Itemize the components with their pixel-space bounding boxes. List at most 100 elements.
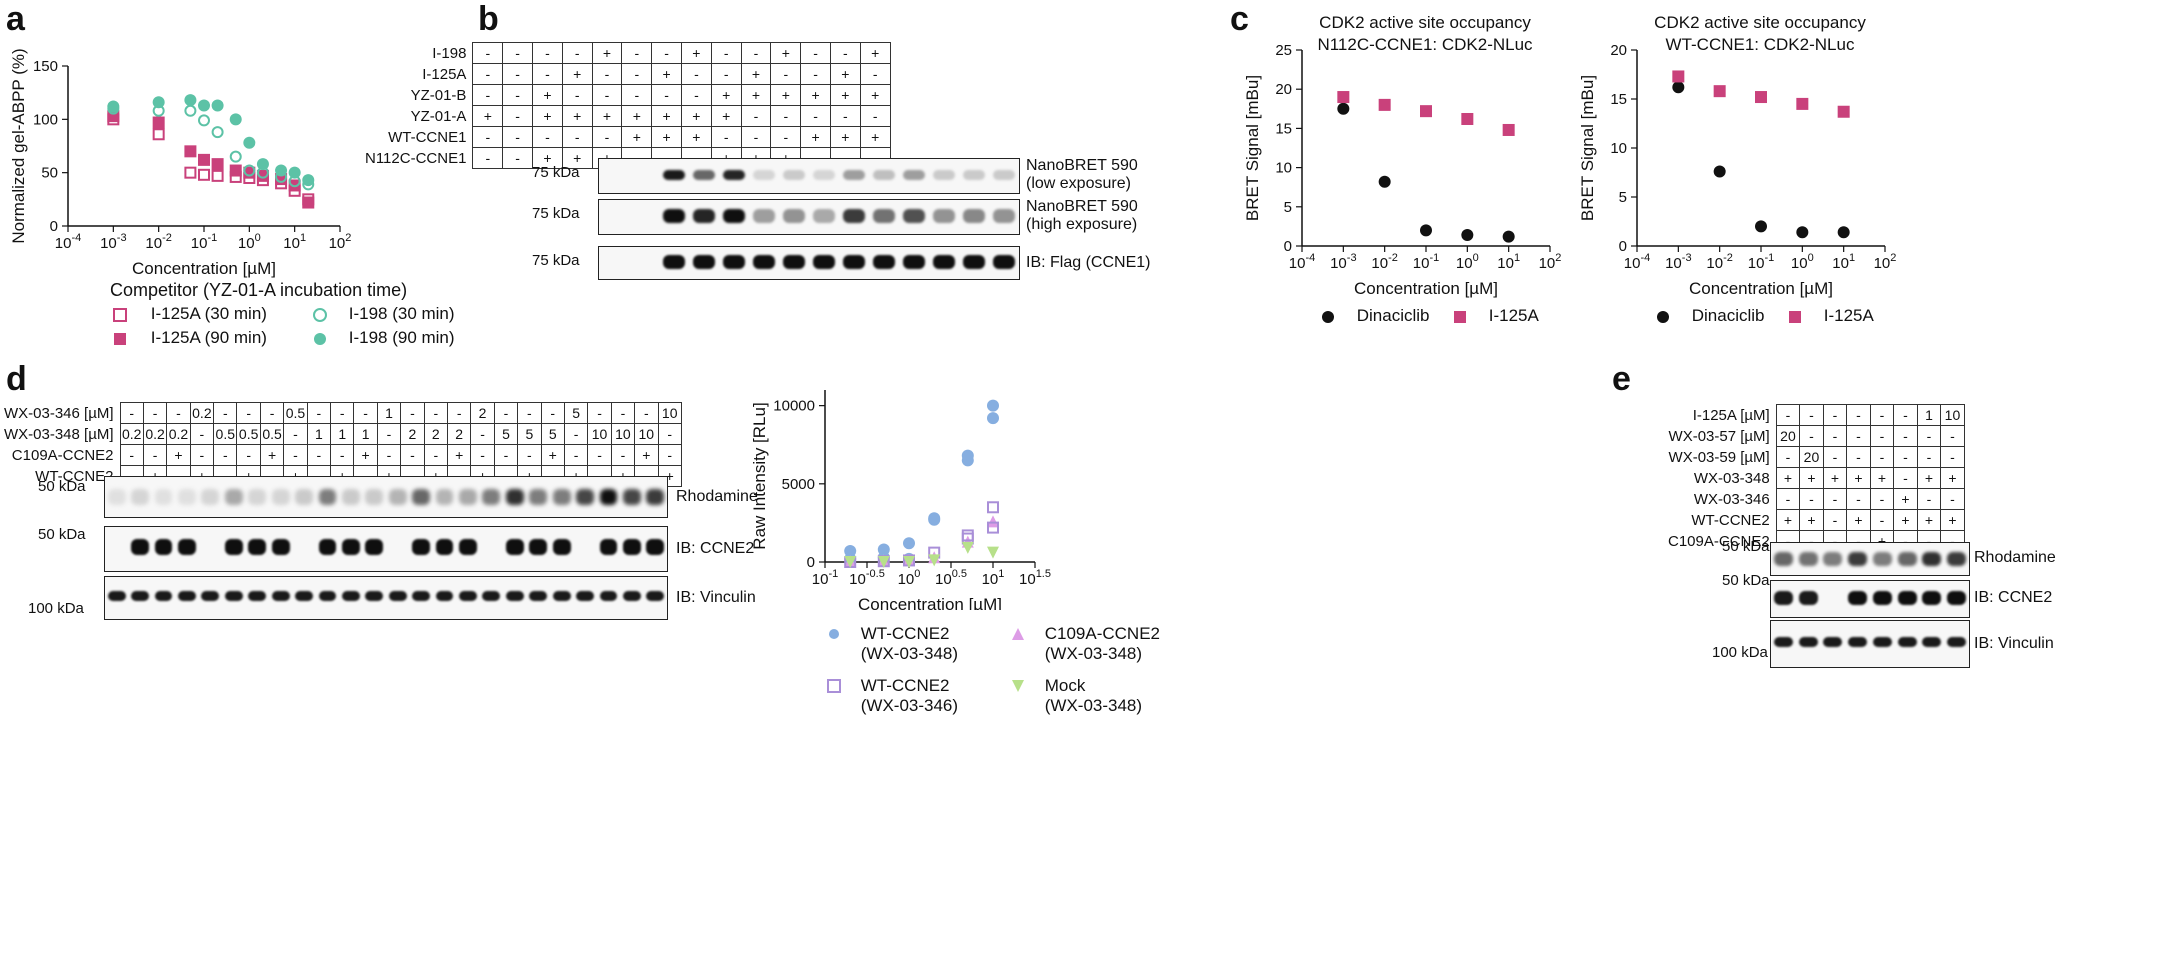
table-cell: -: [502, 147, 534, 169]
legend-label: I-125A: [1488, 306, 1539, 325]
blot-band: [782, 209, 806, 223]
data-point: [256, 158, 269, 171]
table-row: WX-03-59 [µM] -20- - - - - -: [1668, 446, 1965, 468]
table-cell: -: [493, 444, 519, 466]
blot-band: [1773, 591, 1793, 605]
legend-marker: [1012, 680, 1024, 692]
panel-d-chart: 10-1 10-0.5 100 100.5 101 101.5 0 5000 10000 Conc…: [750, 390, 1051, 610]
row-label: C109A-CCNE2: [1668, 532, 1770, 550]
blot-band: [154, 489, 173, 505]
blot-band: [692, 255, 716, 269]
data-point: [1420, 105, 1432, 118]
table-cell: +: [859, 42, 891, 64]
blot-band: [318, 489, 337, 505]
legend-marker: [827, 679, 841, 693]
table-cell: -: [1893, 425, 1918, 447]
table-cell: 2: [423, 423, 448, 445]
blot-band: [1922, 591, 1942, 605]
data-point: [256, 169, 269, 182]
panel-b-blot-2-label: NanoBRET 590 (high exposure): [1026, 198, 1138, 233]
blot-band: [812, 255, 836, 269]
table-cell: 2: [400, 423, 425, 445]
panel-e-blot-ccne2: [1770, 580, 1970, 618]
blot-band: [224, 591, 243, 601]
data-point: [211, 169, 224, 182]
table-cell: +: [800, 84, 831, 106]
table-cell: +: [859, 126, 891, 148]
x-tick-label: 100: [898, 568, 921, 588]
table-cell: -: [651, 42, 682, 64]
x-axis-label: Concentration [µM]: [858, 595, 1002, 610]
data-point: [302, 196, 315, 209]
y-tick-label: 5000: [782, 476, 815, 493]
blot-band: [872, 170, 896, 180]
table-cell: -: [189, 423, 215, 445]
data-point: [198, 153, 210, 166]
legend-label: Dinaciclib: [1356, 306, 1430, 325]
table-cell: -: [306, 444, 332, 466]
blot-band: [1947, 591, 1967, 605]
legend-marker: [313, 307, 327, 322]
table-cell: +: [591, 105, 623, 127]
table-row: I-125A [µM] - - - - - -1 10: [1668, 404, 1965, 426]
panel-d-legend-1: WT-CCNE2 (WX-03-348): [826, 624, 958, 664]
table-row: YZ-01-A + - + + + + + + + - - - - -: [365, 105, 891, 127]
blot-band: [201, 489, 220, 505]
table-cell: -: [376, 444, 402, 466]
table-cell: -: [400, 444, 425, 466]
table-cell: -: [166, 402, 191, 424]
table-cell: 20: [1775, 425, 1801, 447]
table-row: WX-03-346 [µM] - - -0.2- - -0.5- - -1- - -2- - -5- -…: [4, 402, 682, 424]
blot-band: [692, 209, 716, 223]
panel-c-legend-dinaciclib-2: Dinaciclib: [1655, 306, 1764, 326]
row-label: WX-03-348 [µM]: [4, 425, 114, 443]
panel-b-kda-3: 75 kDa: [532, 252, 580, 269]
table-cell: -: [610, 402, 636, 424]
y-tick-label: 0: [1284, 238, 1292, 255]
panel-d-blot-vinculin: [104, 576, 668, 620]
panel-e-blot-2-label: IB: CCNE2: [1974, 589, 2053, 606]
x-tick-label: 101: [1497, 252, 1520, 272]
x-tick-label: 10-4: [1624, 252, 1650, 272]
table-cell: +: [681, 42, 712, 64]
table-cell: -: [376, 423, 402, 445]
table-row: WX-03-57 [µM] 20- - - - - - -: [1668, 425, 1965, 447]
table-cell: +: [770, 84, 802, 106]
data-point: [302, 174, 315, 187]
legend-label: I-198 (30 min): [348, 304, 455, 323]
blot-band: [365, 489, 384, 505]
table-cell: +: [1775, 467, 1801, 489]
x-tick-label: 10-4: [1289, 252, 1315, 272]
table-cell: 10: [1940, 404, 1965, 426]
x-tick-label: 10-3: [100, 232, 126, 252]
blot-band: [902, 255, 926, 269]
table-cell: -: [859, 105, 891, 127]
blot-band: [154, 591, 173, 601]
data-point: [903, 537, 915, 550]
y-tick-label: 50: [41, 165, 58, 182]
table-cell: -: [189, 444, 215, 466]
blot-band: [435, 591, 454, 601]
table-cell: 10: [587, 423, 612, 445]
row-label: WX-03-348: [1693, 469, 1770, 487]
panel-a-legend-2: I-198 (30 min): [310, 304, 455, 325]
data-point: [903, 556, 915, 568]
table-cell: 1: [353, 423, 378, 445]
data-point: [229, 164, 242, 177]
data-point: [1337, 91, 1350, 104]
data-point: [198, 168, 210, 181]
table-cell: 2: [446, 423, 472, 445]
blot-band: [992, 255, 1016, 269]
blot-band: [962, 255, 986, 269]
table-cell: 0.5: [236, 423, 261, 445]
blot-band: [1872, 591, 1892, 605]
blot-band: [1773, 552, 1793, 566]
table-cell: 10: [634, 423, 659, 445]
table-cell: -: [657, 444, 682, 466]
table-cell: -: [829, 105, 861, 127]
table-cell: -: [446, 402, 472, 424]
y-tick-label: 20: [1610, 42, 1627, 59]
panel-e-treatment-table: I-125A [µM] - - - - - -1 10 WX-03-57 [µM] 20- - - - -…: [1668, 404, 1965, 552]
table-cell: -: [259, 402, 285, 424]
data-point: [211, 99, 224, 112]
